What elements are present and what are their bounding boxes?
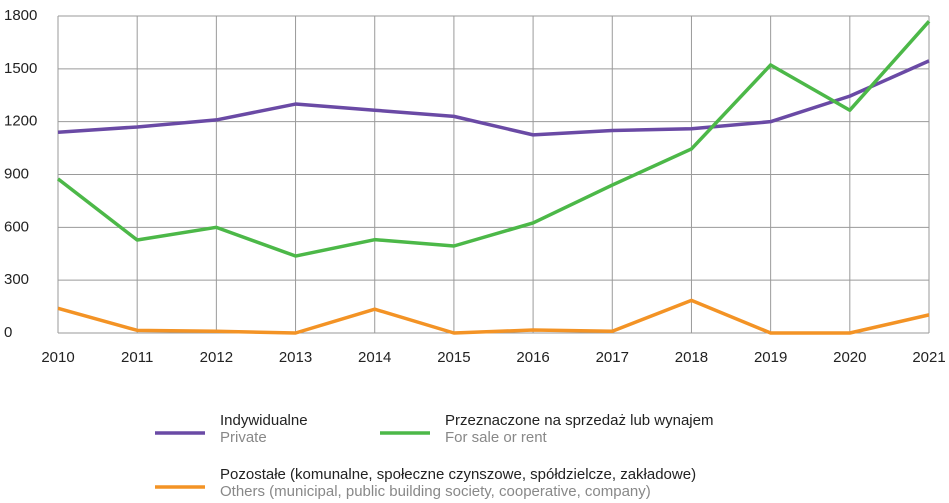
- legend-label-en: Others (municipal, public building socie…: [220, 483, 651, 500]
- x-tick-label: 2011: [121, 349, 153, 366]
- line-series: [57, 298, 930, 335]
- x-tick-label: 2014: [358, 349, 391, 366]
- y-tick-label: 1500: [4, 60, 37, 77]
- x-tick-label: 2012: [200, 349, 233, 366]
- legend-label: Przeznaczone na sprzedaż lub wynajem: [445, 412, 713, 429]
- y-tick-label: 900: [4, 165, 29, 182]
- x-tick-label: 2021: [912, 349, 945, 366]
- x-tick-label: 2010: [41, 349, 74, 366]
- x-tick-label: 2015: [437, 349, 470, 366]
- y-tick-label: 1200: [4, 113, 37, 130]
- x-tick-label: 2018: [675, 349, 708, 366]
- legend-label-en: For sale or rent: [445, 429, 548, 446]
- y-tick-label: 300: [4, 271, 29, 288]
- y-tick-label: 0: [4, 324, 12, 341]
- x-tick-label: 2019: [754, 349, 787, 366]
- line-series: [56, 20, 931, 258]
- y-tick-label: 1800: [4, 7, 37, 24]
- legend-label-en: Private: [220, 429, 267, 446]
- legend-label: Indywidualne: [220, 412, 308, 429]
- x-tick-label: 2017: [596, 349, 629, 366]
- line-series: [57, 59, 930, 137]
- x-tick-label: 2016: [516, 349, 549, 366]
- x-tick-label: 2013: [279, 349, 312, 366]
- x-tick-label: 2020: [833, 349, 866, 366]
- y-tick-label: 600: [4, 218, 29, 235]
- legend-label: Pozostałe (komunalne, społeczne czynszow…: [220, 466, 696, 483]
